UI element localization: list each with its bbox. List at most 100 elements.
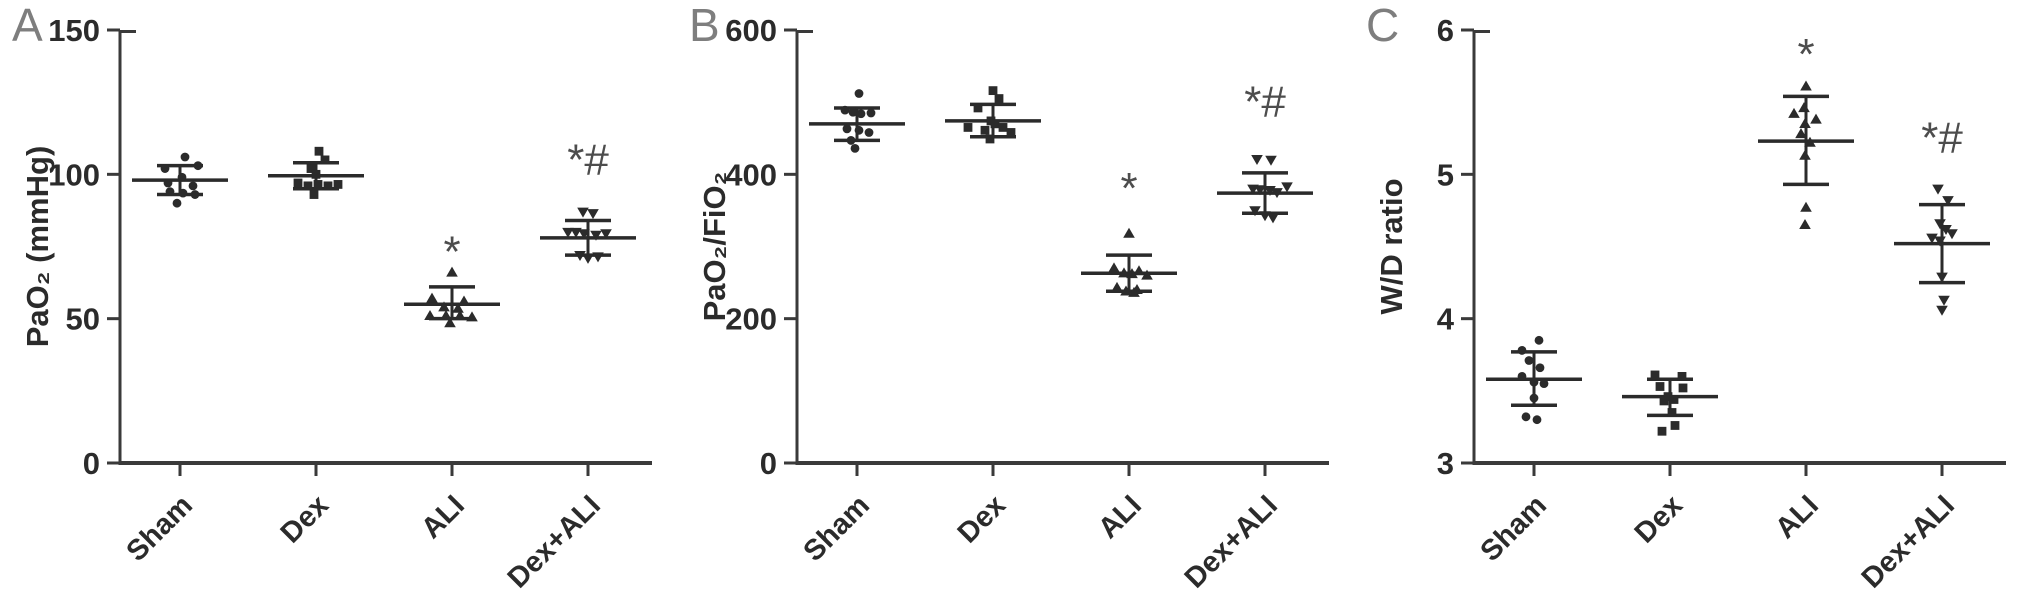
data-point-triangle-up: [446, 266, 458, 277]
x-category-label: Dex: [275, 489, 335, 549]
data-point-triangle-up: [466, 311, 478, 322]
data-point-triangle-up: [1128, 286, 1140, 297]
data-point-square: [293, 178, 303, 188]
y-tick-label: 100: [48, 157, 100, 192]
data-point-square: [1655, 382, 1665, 391]
data-point-triangle-down: [1932, 184, 1944, 195]
data-point-triangle-down: [1946, 229, 1958, 240]
data-point-triangle-down: [1942, 196, 1954, 207]
data-point-square: [963, 123, 973, 132]
data-point-triangle-down: [1926, 233, 1938, 244]
data-point-triangle-up: [454, 309, 466, 320]
panel-a: A 0 50 100 150 PaO₂ (mmHg) Sham Dex ALI * Dex+ALI…: [0, 0, 677, 608]
data-point-square: [985, 134, 995, 144]
data-point-triangle-up: [444, 317, 456, 328]
data-point-square: [311, 169, 321, 179]
data-point-circle: [864, 128, 874, 137]
data-point-triangle-down: [578, 229, 590, 240]
data-point-circle: [1529, 377, 1539, 387]
data-point-circle: [160, 164, 170, 173]
data-point-triangle-up: [1120, 285, 1132, 296]
data-point-triangle-down: [1254, 185, 1266, 196]
data-point-triangle-up: [452, 302, 464, 313]
data-point-circle: [1517, 346, 1527, 355]
data-point-triangle-down: [1934, 219, 1946, 230]
data-point-circle: [193, 161, 203, 171]
data-point-triangle-up: [424, 309, 436, 320]
data-point-triangle-up: [1810, 113, 1822, 124]
data-point-square: [994, 94, 1004, 103]
data-point-triangle-up: [1799, 118, 1811, 129]
significance-label: *#: [567, 135, 609, 184]
data-point-triangle-up: [1118, 267, 1130, 278]
data-point-square: [1670, 421, 1680, 430]
data-point-circle: [1517, 372, 1527, 381]
data-point-circle: [1539, 379, 1549, 389]
data-point-triangle-up: [1108, 262, 1120, 273]
data-point-circle: [172, 198, 182, 208]
data-point-triangle-up: [1111, 281, 1123, 292]
data-point-circle: [848, 107, 858, 117]
data-point-circle: [177, 172, 187, 182]
data-point-circle: [1521, 412, 1531, 422]
data-point-triangle-up: [458, 295, 470, 306]
data-point-square: [1657, 426, 1667, 436]
significance-label: *: [1120, 164, 1137, 213]
data-point-square: [990, 119, 1000, 129]
x-category-label: Sham: [797, 489, 875, 567]
data-point-circle: [846, 136, 856, 145]
y-tick-label: 6: [1437, 13, 1454, 48]
data-point-triangle-up: [1126, 268, 1138, 279]
data-point-triangle-up: [1788, 107, 1800, 118]
significance-label: *#: [1921, 114, 1963, 163]
data-point-triangle-up: [1123, 227, 1135, 238]
data-point-square: [1669, 395, 1679, 404]
data-point-triangle-up: [1804, 136, 1816, 147]
data-point-triangle-up: [440, 309, 452, 320]
data-point-circle: [165, 187, 175, 197]
significance-label: *: [443, 228, 460, 277]
data-point-circle: [866, 108, 876, 118]
data-point-square: [1006, 128, 1016, 137]
x-category-label: Sham: [1474, 489, 1552, 567]
y-tick-label: 4: [1437, 302, 1455, 337]
data-point-circle: [854, 89, 864, 98]
data-point-circle: [190, 190, 200, 199]
data-point-triangle-down: [592, 252, 604, 263]
y-tick-label: 0: [83, 446, 100, 481]
data-point-triangle-up: [1800, 201, 1812, 212]
data-point-square: [973, 103, 983, 113]
y-tick-label: 150: [48, 13, 100, 48]
data-point-triangle-down: [1271, 188, 1283, 199]
data-point-square: [1650, 370, 1660, 380]
data-point-triangle-down: [1936, 305, 1948, 316]
data-point-circle: [840, 105, 850, 115]
data-point-circle: [180, 152, 190, 162]
data-point-square: [333, 180, 343, 189]
y-tick-label: 200: [725, 302, 777, 337]
y-axis-title: W/D ratio: [1374, 178, 1409, 314]
y-tick-label: 600: [725, 13, 777, 48]
x-category-label: Dex: [952, 489, 1012, 549]
y-axis-title: PaO₂ (mmHg): [20, 146, 55, 348]
data-point-triangle-down: [562, 227, 574, 238]
data-point-circle: [1532, 415, 1542, 425]
data-point-circle: [1529, 393, 1539, 403]
panel-c-scatter-plot: 3 4 5 6 W/D ratio Sham Dex ALI * Dex+ALI *#: [1374, 13, 2006, 595]
x-category-label: Sham: [120, 489, 198, 567]
data-point-triangle-down: [1265, 155, 1277, 166]
data-point-square: [320, 155, 330, 165]
data-point-triangle-down: [1249, 206, 1261, 217]
data-point-triangle-up: [1799, 149, 1811, 160]
data-point-square: [998, 123, 1008, 132]
y-tick-label: 0: [760, 446, 777, 481]
data-point-triangle-down: [590, 230, 602, 241]
panel-a-letter: A: [12, 0, 43, 51]
significance-label: *: [1797, 30, 1814, 79]
data-point-circle: [178, 188, 188, 198]
data-point-circle: [188, 181, 198, 191]
data-point-triangle-down: [1267, 213, 1279, 224]
data-point-circle: [1535, 363, 1545, 373]
x-category-label: Dex+ALI: [1856, 489, 1961, 594]
data-point-triangle-down: [1251, 154, 1263, 165]
